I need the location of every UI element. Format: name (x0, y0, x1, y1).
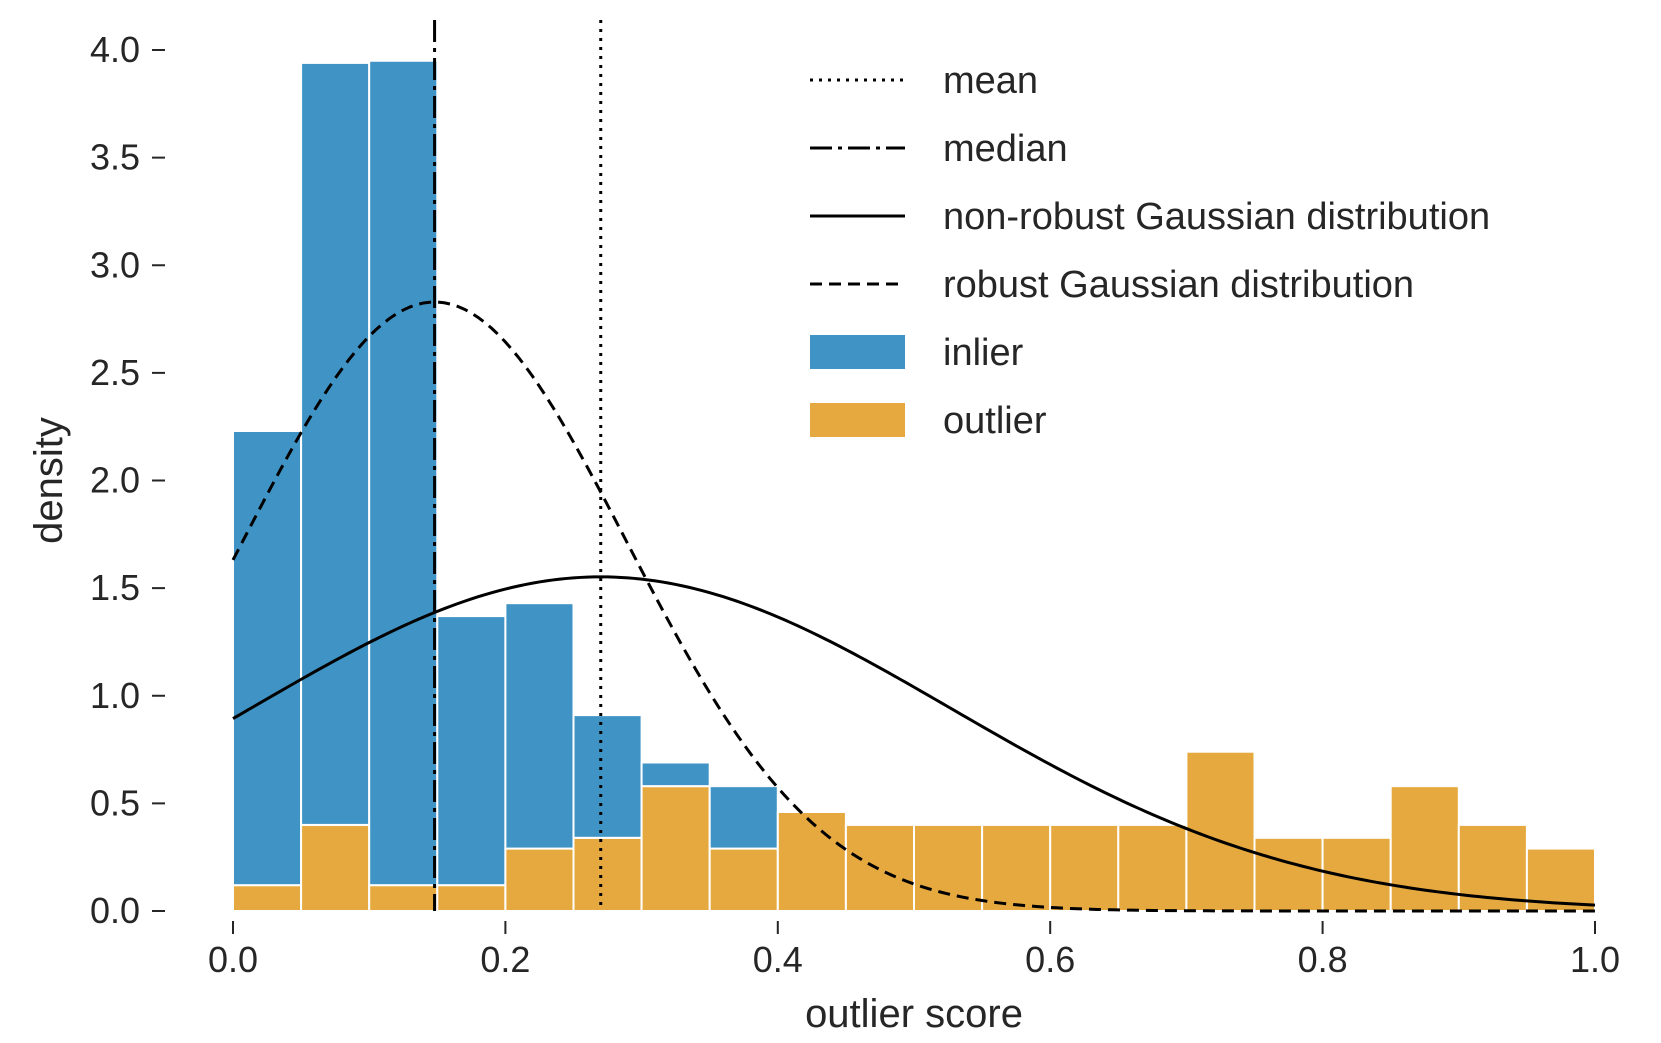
x-tick-label: 0.6 (1025, 939, 1075, 980)
legend-label: robust Gaussian distribution (943, 264, 1414, 306)
inlier-bar (640, 761, 711, 788)
outlier-bar (1253, 836, 1324, 912)
non-robust-gaussian-curve (232, 575, 1596, 907)
histogram-bars (232, 59, 1597, 913)
distribution-curves (231, 300, 1596, 913)
inlier-bar (368, 59, 439, 887)
x-tick-label: 0.8 (1298, 939, 1348, 980)
x-axis: 0.0 0.2 0.4 0.6 0.8 1.0 (208, 921, 1620, 980)
outlier-bar (708, 847, 779, 913)
outlier-bar (1117, 823, 1188, 913)
legend-label: outlier (943, 400, 1047, 442)
inlier-bar (504, 602, 575, 850)
y-tick-label: 2.5 (90, 352, 140, 393)
y-tick-label: 0.0 (90, 890, 140, 931)
y-axis: 0.0 0.5 1.0 1.5 2.0 2.5 3.0 3.5 4.0 (90, 29, 165, 931)
outlier-bar (844, 823, 916, 913)
x-tick-label: 0.4 (753, 939, 803, 980)
legend-swatch-inlier (810, 335, 905, 369)
outlier-bar (436, 884, 507, 912)
outlier-bar (232, 884, 303, 912)
legend-label: non-robust Gaussian distribution (943, 196, 1490, 238)
inlier-bar (708, 785, 779, 850)
y-tick-label: 3.5 (90, 137, 140, 178)
y-tick-label: 1.0 (90, 675, 140, 716)
outlier-bar (504, 847, 575, 913)
inlier-bar (232, 429, 303, 887)
outlier-bar (300, 823, 371, 913)
x-axis-title: outlier score (805, 992, 1023, 1036)
x-tick-label: 1.0 (1570, 939, 1620, 980)
legend-swatch-outlier (810, 403, 905, 437)
y-tick-label: 2.0 (90, 460, 140, 501)
outlier-bar (1389, 785, 1460, 913)
legend: mean median non-robust Gaussian distributi… (810, 60, 1490, 442)
outlier-bar (368, 884, 439, 912)
y-tick-label: 4.0 (90, 29, 140, 70)
robust-gaussian-curve (231, 300, 1595, 913)
inlier-bar (436, 615, 507, 887)
y-axis-title: density (27, 417, 71, 544)
outlier-bar (640, 785, 711, 913)
legend-label: inlier (943, 332, 1024, 374)
x-tick-label: 0.0 (208, 939, 258, 980)
x-tick-label: 0.2 (480, 939, 530, 980)
outlier-bar (572, 836, 643, 912)
outlier-bar (1049, 823, 1120, 913)
reference-lines (433, 20, 603, 911)
outlier-bar (776, 810, 847, 912)
outlier-bar (913, 823, 984, 913)
legend-label: mean (943, 60, 1038, 102)
y-tick-label: 1.5 (90, 567, 140, 608)
inlier-bar (572, 714, 643, 839)
outlier-bar (981, 823, 1052, 913)
legend-label: median (943, 128, 1068, 170)
inlier-bar (300, 61, 371, 826)
outlier-bar (1185, 750, 1256, 913)
y-tick-label: 0.5 (90, 782, 140, 823)
y-tick-label: 3.0 (90, 244, 140, 285)
